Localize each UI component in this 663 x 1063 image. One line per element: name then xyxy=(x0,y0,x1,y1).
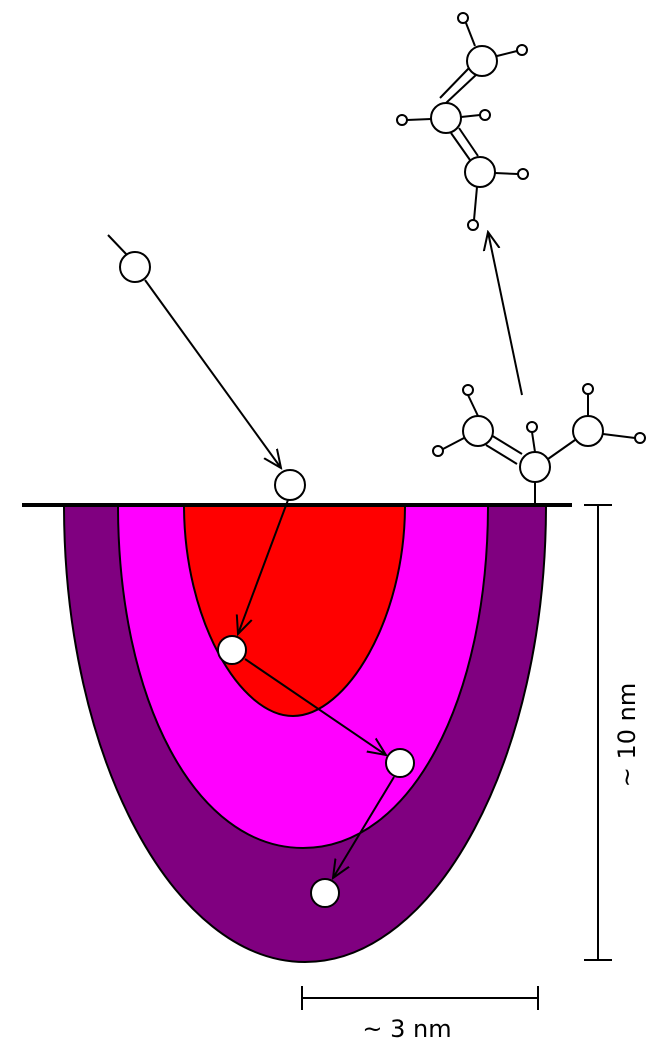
width-scale xyxy=(301,986,539,1010)
incoming-tail xyxy=(107,234,128,256)
desorbed-molecule xyxy=(396,12,529,231)
desorption-arrow xyxy=(488,232,523,396)
surface-molecule xyxy=(432,383,646,505)
arrow xyxy=(244,658,386,755)
inner-zone xyxy=(182,504,407,718)
incoming-atom xyxy=(119,251,151,283)
width-label: ~ 3 nm xyxy=(362,1015,451,1043)
arrow xyxy=(238,499,289,634)
depth-scale xyxy=(584,504,612,961)
atom xyxy=(274,469,306,501)
atom xyxy=(217,635,247,665)
arrow xyxy=(144,279,281,468)
arrow xyxy=(333,776,395,878)
atom xyxy=(385,748,415,778)
depth-label: ~ 10 nm xyxy=(613,683,641,788)
atom xyxy=(310,878,340,908)
